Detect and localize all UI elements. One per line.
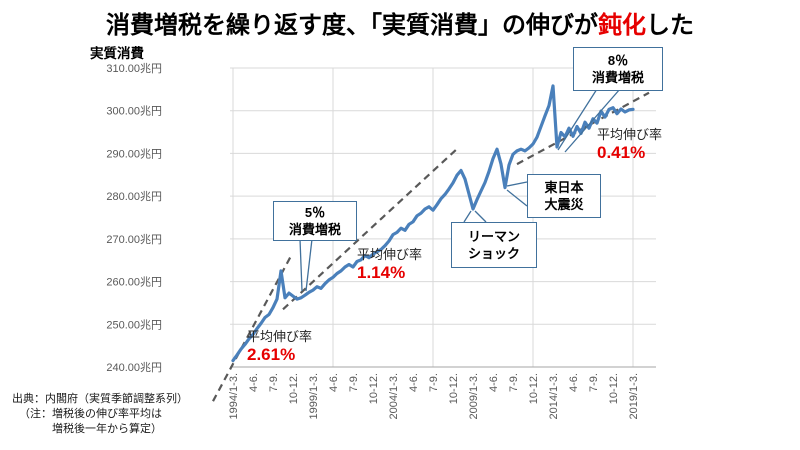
x-tick-label: 2019/1-3. (628, 373, 640, 419)
callout-line: 東日本 (544, 179, 584, 195)
callout-line: 消費増税 (591, 70, 644, 85)
x-tick-label: 7-9. (348, 373, 360, 392)
growth-rate-annotation-1994-1997: 平均伸び率 2.61% (247, 326, 312, 365)
x-tick-label: 4-6. (488, 373, 500, 392)
y-tick-label: 240.00兆円 (106, 361, 162, 374)
x-tick-label: 2004/1-3. (388, 373, 400, 419)
x-tick-label: 10-12. (608, 373, 620, 404)
real-consumption-line (231, 84, 635, 363)
x-tick-label: 2009/1-3. (468, 373, 480, 419)
trendline (282, 146, 460, 311)
source-line: （注：増税後の伸び率平均は (19, 407, 162, 420)
callout-pointer-line (557, 88, 598, 151)
source-line: 増税後一年から算定） (52, 422, 162, 435)
callout-lehman-shock: リーマン ショック (451, 222, 537, 268)
growth-rate-value: 0.41% (597, 143, 646, 162)
x-tick-label: 4-6. (248, 373, 260, 392)
x-tick-label: 10-12. (448, 373, 460, 404)
x-tick-label: 4-6. (408, 373, 420, 392)
callout-pointer-line (305, 238, 313, 292)
trendline (212, 255, 292, 402)
y-tick-label: 260.00兆円 (106, 276, 162, 289)
y-tick-label: 310.00兆円 (106, 62, 162, 75)
x-tick-label: 4-6. (328, 373, 340, 392)
x-tick-label: 10-12. (288, 373, 300, 404)
growth-rate-annotation-after-2014: 平均伸び率 0.41% (597, 124, 662, 163)
growth-rate-label: 平均伸び率 (247, 329, 313, 344)
y-tick-label: 290.00兆円 (106, 147, 162, 160)
callout-pointer-line (564, 88, 621, 153)
growth-rate-value: 1.14% (357, 263, 406, 282)
x-tick-label: 10-12. (368, 373, 380, 404)
y-tick-label: 280.00兆円 (106, 190, 162, 203)
x-tick-label: 7-9. (508, 373, 520, 392)
callout-line: リーマン (467, 228, 520, 244)
growth-rate-label: 平均伸び率 (597, 127, 663, 142)
title-text-suffix: した (646, 12, 694, 39)
y-tick-label: 270.00兆円 (106, 233, 162, 246)
x-tick-label: 1999/1-3. (308, 373, 320, 419)
callout-8pct-tax-hike: 8％ 消費増税 (573, 47, 663, 91)
title-highlight: 鈍化 (598, 12, 646, 39)
growth-rate-annotation-1997-2008: 平均伸び率 1.14% (357, 244, 422, 283)
x-tick-label: 10-12. (528, 373, 540, 404)
callout-pointer-line (506, 181, 528, 187)
callout-line: 消費増税 (288, 222, 341, 237)
x-tick-label: 7-9. (588, 373, 600, 392)
y-axis-title: 実質消費 (90, 46, 144, 61)
growth-rate-label: 平均伸び率 (357, 247, 423, 262)
x-tick-label: 2014/1-3. (548, 373, 560, 419)
page-title: 消費増税を繰り返す度、「実質消費」の伸びが鈍化した (0, 5, 800, 40)
callout-line: ショック (467, 246, 520, 261)
source-note: 出典：内閣府（実質季節調整系列） （注：増税後の伸び率平均は 増税後一年から算定… (12, 392, 188, 437)
y-tick-label: 250.00兆円 (106, 318, 162, 331)
x-tick-label: 1994/1-3. (228, 373, 240, 419)
callout-5pct-tax-hike: 5％ 消費増税 (273, 201, 357, 241)
x-tick-label: 4-6. (568, 373, 580, 392)
callout-line: 5％ (304, 204, 326, 220)
callout-pointer-line (463, 210, 472, 223)
growth-rate-value: 2.61% (247, 345, 296, 364)
callout-line: 大震災 (544, 197, 584, 212)
callout-line: 8％ (607, 52, 629, 68)
callout-pointer-line (299, 238, 303, 292)
source-line: 出典：内閣府（実質季節調整系列） (12, 393, 188, 405)
callout-pointer-line (506, 189, 528, 207)
x-tick-label: 7-9. (428, 373, 440, 392)
x-tick-label: 7-9. (268, 373, 280, 392)
title-text: 消費増税を繰り返す度、「実質消費」の伸びが (106, 12, 598, 39)
callout-east-japan-earthquake: 東日本 大震災 (527, 174, 601, 218)
y-tick-label: 300.00兆円 (106, 105, 162, 118)
callout-pointer-line (474, 210, 487, 223)
